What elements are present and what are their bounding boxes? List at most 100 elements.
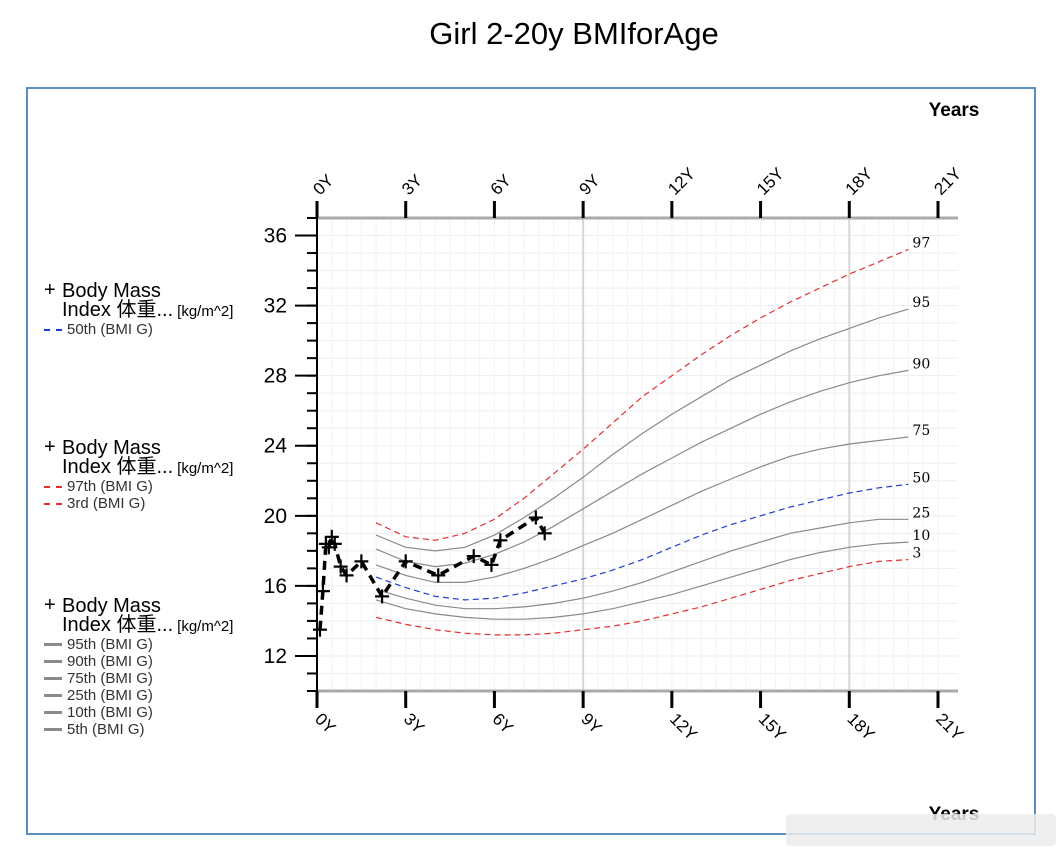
- y-tick-label: 28: [264, 365, 287, 388]
- percentile-line-50: [375, 483, 909, 601]
- bottom-x-tick-label: 18Y: [843, 709, 878, 744]
- y-tick-label: 36: [264, 225, 287, 248]
- percentile-label: 10: [912, 528, 930, 544]
- legend-item: 3rd (BMI G): [44, 495, 233, 512]
- percentile-line-95: [375, 308, 909, 552]
- top-x-tick-label: 3Y: [398, 171, 426, 199]
- gray-line-swatch: [44, 677, 62, 680]
- blue-dash-swatch: [44, 328, 62, 331]
- percentile-label: 95: [912, 295, 930, 311]
- chart-frame: [26, 87, 1036, 835]
- y-tick-label: 24: [264, 435, 288, 458]
- gray-line-swatch: [44, 711, 62, 714]
- percentile-label: 3: [912, 546, 921, 562]
- legend-item-label: 10th (BMI G): [67, 704, 153, 721]
- patient-point: [339, 568, 354, 583]
- top-x-tick-label: 18Y: [842, 164, 877, 199]
- legend-unit: [kg/m^2]: [177, 618, 234, 635]
- gray-line-swatch: [44, 660, 62, 663]
- percentile-label: 75: [912, 423, 930, 439]
- legend-subtitle: Index 体重...: [62, 614, 174, 636]
- legend-group-3: + Body Mass Index 体重... [kg/m^2] 95th (BM…: [44, 594, 234, 738]
- percentile-line-75: [375, 436, 909, 584]
- legend-item: 5th (BMI G): [44, 721, 233, 738]
- legend-item: 90th (BMI G): [44, 653, 233, 670]
- percentile-label: 50: [912, 470, 930, 486]
- patient-point: [493, 533, 508, 548]
- bottom-x-tick-label: 21Y: [932, 709, 967, 744]
- percentile-line-10: [375, 541, 909, 620]
- top-axis-label: Years: [929, 100, 980, 121]
- patient-point: [327, 536, 342, 551]
- bottom-x-tick-label: 3Y: [400, 709, 428, 737]
- y-tick-label: 20: [264, 505, 287, 528]
- legend-item: 95th (BMI G): [44, 636, 233, 653]
- legend-item-label: 3rd (BMI G): [67, 495, 146, 512]
- grid-layer: [316, 217, 958, 692]
- percentile-label: 25: [912, 505, 930, 521]
- patient-point: [321, 540, 336, 555]
- patient-point: [312, 622, 327, 637]
- gray-line-swatch: [44, 694, 62, 697]
- legend-subtitle: Index 体重...: [62, 456, 174, 478]
- red-dash-swatch: [44, 485, 62, 488]
- legend-item: 25th (BMI G): [44, 687, 233, 704]
- legend-item-label: 25th (BMI G): [67, 687, 153, 704]
- legend-group-1: + Body Mass Index 体重... [kg/m^2] 50th (BM…: [44, 279, 234, 338]
- plus-icon: +: [44, 594, 56, 616]
- legend-item: 50th (BMI G): [44, 321, 233, 338]
- legend-group-2: + Body Mass Index 体重... [kg/m^2] 97th (BM…: [44, 436, 234, 512]
- series-layer: 97 95 90 75 50 25 10 3: [375, 236, 930, 636]
- percentile-line-25: [375, 518, 909, 610]
- plus-icon: +: [44, 436, 56, 458]
- gray-line-swatch: [44, 728, 62, 731]
- patient-point: [324, 529, 339, 544]
- y-tick-label: 12: [264, 645, 287, 668]
- red-dash-swatch: [44, 502, 62, 505]
- patient-point: [315, 584, 330, 599]
- patient-point: [466, 549, 481, 564]
- patient-point: [398, 554, 413, 569]
- legend-item: 10th (BMI G): [44, 704, 233, 721]
- bottom-x-tick-label: 12Y: [666, 709, 701, 744]
- patient-point: [431, 568, 446, 583]
- watermark-overlay: [786, 814, 1056, 846]
- bottom-x-tick-label: 6Y: [489, 709, 517, 737]
- patient-point: [528, 510, 543, 525]
- legend-item-label: 90th (BMI G): [67, 653, 153, 670]
- bottom-x-tick-label: 9Y: [577, 709, 605, 737]
- y-tick-label: 16: [264, 575, 287, 598]
- patient-point: [375, 589, 390, 604]
- legend-title: Body Mass: [62, 437, 161, 459]
- percentile-label: 97: [912, 236, 930, 252]
- legend-item: 97th (BMI G): [44, 478, 233, 495]
- axes-layer: 12 16 20 24 28 32 36 0Y 0Y 3Y 3Y 6Y 6Y 9Y 9Y 12Y 12Y 15Y 1…: [264, 164, 967, 744]
- top-x-tick-label: 15Y: [753, 164, 788, 199]
- legend-unit: [kg/m^2]: [177, 460, 234, 477]
- y-tick-label: 32: [264, 295, 287, 318]
- legend-item-label: 95th (BMI G): [67, 636, 153, 653]
- top-x-tick-label: 0Y: [309, 171, 337, 199]
- bottom-x-tick-label: 0Y: [311, 709, 339, 737]
- percentile-line-90: [375, 369, 909, 568]
- bottom-x-tick-label: 15Y: [755, 709, 790, 744]
- percentile-line-3: [375, 559, 909, 636]
- legend-item-label: 97th (BMI G): [67, 478, 153, 495]
- legend-title: Body Mass: [62, 280, 161, 302]
- legend-item-label: 75th (BMI G): [67, 670, 153, 687]
- legend-item: 75th (BMI G): [44, 670, 233, 687]
- patient-point: [333, 559, 348, 574]
- legend-item-label: 50th (BMI G): [67, 321, 153, 338]
- top-x-tick-label: 9Y: [576, 171, 604, 199]
- patient-point: [537, 526, 552, 541]
- chart-title: Girl 2-20y BMIforAge: [429, 16, 719, 51]
- patient-point: [484, 557, 499, 572]
- top-x-tick-label: 12Y: [664, 164, 699, 199]
- percentile-line-97: [375, 248, 909, 541]
- legend-item-label: 5th (BMI G): [67, 721, 145, 738]
- percentile-label: 90: [912, 356, 930, 372]
- patient-layer: [312, 510, 552, 637]
- plus-icon: +: [44, 279, 56, 301]
- legend-unit: [kg/m^2]: [177, 303, 234, 320]
- legend-subtitle: Index 体重...: [62, 299, 174, 321]
